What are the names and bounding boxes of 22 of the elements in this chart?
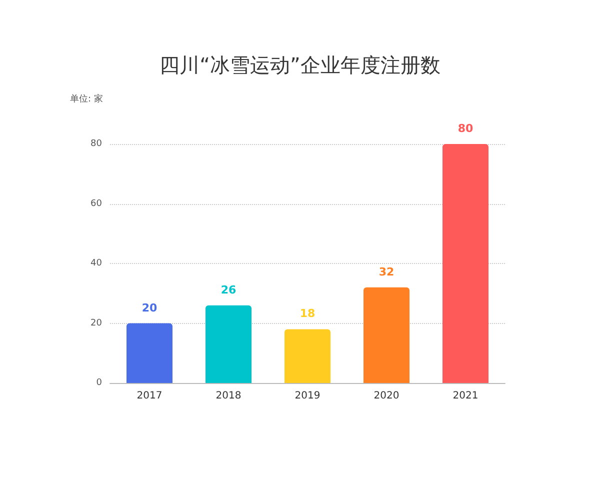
x-tick-label: 2017	[136, 390, 162, 402]
data-label: 32	[378, 265, 394, 278]
data-label: 26	[220, 283, 236, 296]
bar	[206, 305, 252, 383]
bar	[364, 287, 410, 383]
bar	[442, 144, 488, 383]
y-tick-label: 60	[90, 198, 102, 209]
bar	[284, 329, 330, 383]
x-tick-label: 2021	[452, 390, 478, 402]
bar	[126, 323, 172, 383]
y-tick-label: 40	[90, 258, 102, 268]
data-label: 18	[300, 307, 316, 320]
y-tick-label: 80	[90, 139, 102, 149]
x-tick-label: 2019	[294, 390, 320, 402]
y-tick-label: 20	[90, 318, 102, 328]
data-label: 80	[458, 122, 474, 135]
y-axis-title: 单位: 家	[70, 94, 103, 104]
data-label: 20	[142, 301, 158, 314]
y-tick-label: 0	[96, 378, 102, 388]
x-tick-label: 2018	[216, 390, 242, 402]
chart-title: 四川“冰雪运动”企业年度注册数	[160, 53, 440, 77]
x-tick-label: 2020	[374, 390, 400, 402]
